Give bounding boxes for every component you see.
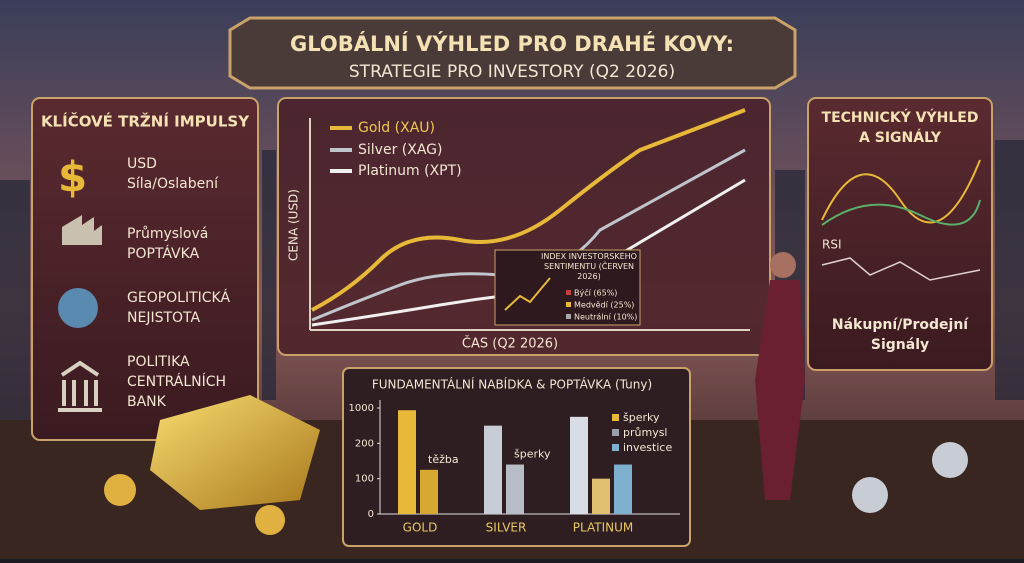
driver-line: Síla/Oslabení bbox=[127, 176, 219, 192]
title-banner bbox=[228, 16, 797, 90]
x-tick-label: GOLD bbox=[403, 521, 438, 535]
swatch bbox=[566, 290, 571, 295]
rsi-label: RSI bbox=[822, 238, 842, 252]
swatch bbox=[566, 314, 571, 319]
title: GLOBÁLNÍ VÝHLED PRO DRAHÉ KOVY: bbox=[290, 31, 734, 56]
x-axis-label: ČAS (Q2 2026) bbox=[462, 336, 558, 352]
bar bbox=[506, 464, 524, 514]
legend-swatch bbox=[612, 414, 619, 421]
bar-annotation: šperky bbox=[514, 448, 551, 461]
driver-line: NEJISTOTA bbox=[127, 310, 200, 326]
x-tick-label: SILVER bbox=[486, 521, 527, 535]
legend-label: Silver (XAG) bbox=[358, 142, 442, 158]
y-axis-label: CENA (USD) bbox=[287, 189, 301, 261]
bar bbox=[592, 478, 610, 514]
dollar-icon: $ bbox=[58, 153, 87, 202]
gold-bars bbox=[150, 395, 320, 510]
sentiment-box bbox=[494, 249, 641, 326]
subtitle: STRATEGIE PRO INVESTORY (Q2 2026) bbox=[349, 62, 675, 82]
legend-swatch bbox=[612, 429, 619, 436]
sentiment-title: INDEX INVESTORSKÉHO SENTIMENTU (ČERVEN 2… bbox=[541, 252, 637, 281]
rsi-line bbox=[821, 257, 981, 281]
tech-line bbox=[821, 159, 981, 224]
bar-annotation: těžba bbox=[428, 453, 459, 466]
bar bbox=[420, 469, 438, 514]
y-tick-label: 1000 bbox=[349, 403, 374, 414]
driver-line: POPTÁVKA bbox=[127, 245, 200, 262]
coin bbox=[932, 442, 968, 478]
driver-line: Průmyslová bbox=[127, 226, 208, 242]
driver-line: BANK bbox=[127, 394, 167, 410]
x-tick-label: PLATINUM bbox=[573, 521, 633, 535]
tech-line bbox=[821, 199, 981, 226]
coin bbox=[852, 477, 888, 513]
sentiment-item: Neutrální (10%) bbox=[574, 313, 637, 322]
signals-label: Nákupní/Prodejní bbox=[832, 317, 969, 333]
legend-label: Platinum (XPT) bbox=[358, 163, 462, 179]
y-tick-label: 100 bbox=[355, 474, 374, 485]
sentiment-item: Býčí (65%) bbox=[574, 288, 617, 298]
globe-icon bbox=[58, 288, 98, 328]
bar bbox=[614, 464, 632, 514]
factory-icon bbox=[62, 215, 102, 245]
driver-line: GEOPOLITICKÁ bbox=[127, 289, 230, 306]
technical-title: A SIGNÁLY bbox=[859, 129, 942, 146]
driver-line: POLITIKA bbox=[127, 354, 190, 370]
drivers-panel bbox=[31, 97, 259, 441]
price-panel bbox=[277, 97, 771, 356]
drivers-title: KLÍČOVÉ TRŽNÍ IMPULSY bbox=[41, 112, 250, 131]
bar bbox=[570, 416, 588, 514]
technical-panel bbox=[807, 97, 993, 371]
driver-line: CENTRÁLNÍCH bbox=[127, 373, 226, 390]
legend-label: Gold (XAU) bbox=[358, 120, 435, 136]
legend-label: investice bbox=[623, 441, 672, 454]
person bbox=[755, 280, 805, 500]
legend-label: šperky bbox=[623, 411, 660, 424]
person-head bbox=[770, 252, 796, 278]
coin bbox=[255, 505, 285, 535]
bar bbox=[484, 425, 502, 514]
y-tick-label: 200 bbox=[355, 438, 374, 449]
sentiment-arrow bbox=[504, 277, 551, 311]
bar bbox=[398, 410, 416, 514]
signals-label: Signály bbox=[871, 337, 929, 353]
coin bbox=[104, 474, 136, 506]
legend-swatch bbox=[612, 444, 619, 451]
driver-line: USD bbox=[127, 156, 157, 172]
legend-label: průmysl bbox=[623, 426, 668, 439]
swatch bbox=[566, 302, 571, 307]
technical-title: TECHNICKÝ VÝHLED bbox=[822, 108, 979, 126]
supply-title: FUNDAMENTÁLNÍ NABÍDKA & POPTÁVKA (Tuny) bbox=[372, 377, 652, 392]
gold-line bbox=[311, 108, 746, 312]
sentiment-item: Medvědí (25%) bbox=[574, 301, 634, 310]
y-tick-label: 0 bbox=[368, 509, 374, 520]
bank-icon bbox=[58, 360, 102, 412]
